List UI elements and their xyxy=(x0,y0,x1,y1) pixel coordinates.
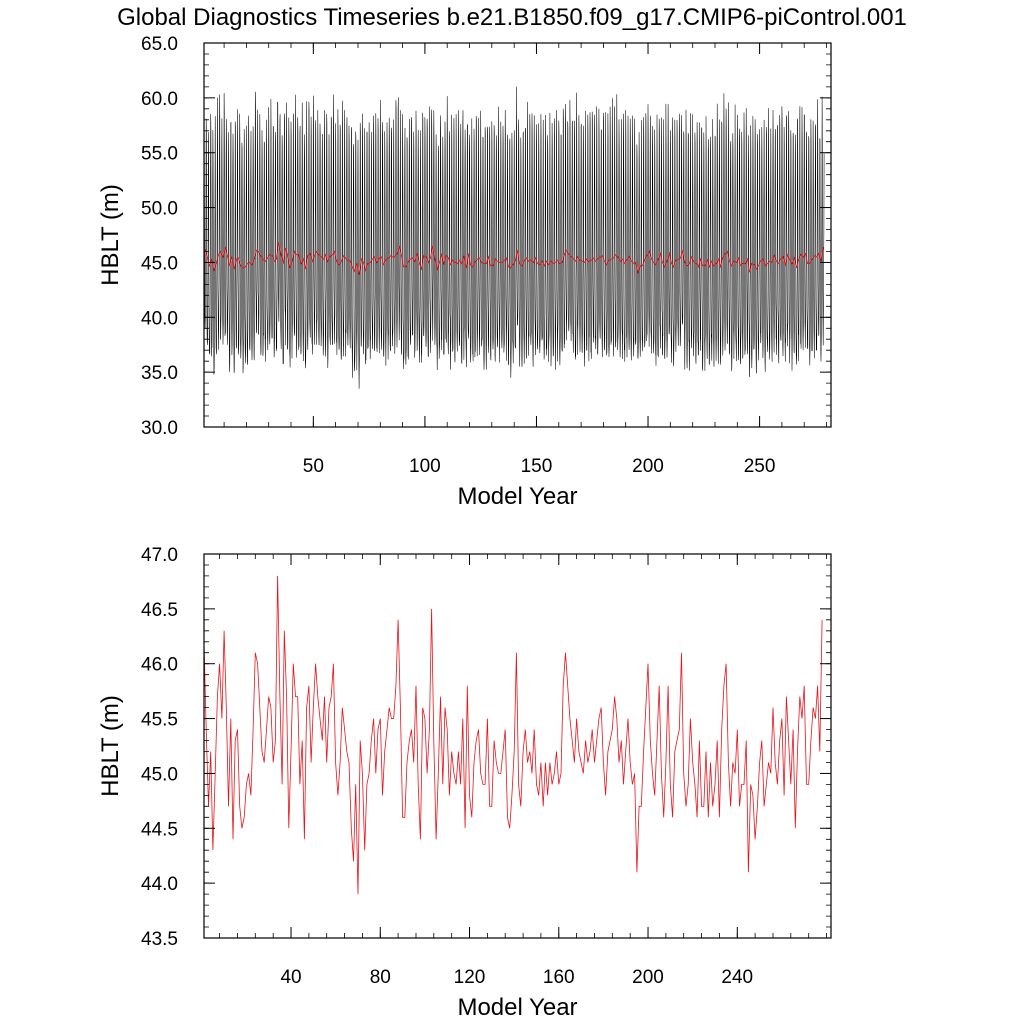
x-tick-label: 100 xyxy=(409,456,441,477)
y-tick-label: 60.0 xyxy=(141,89,178,110)
y-tick-label: 43.5 xyxy=(141,929,178,950)
y-tick-label: 65.0 xyxy=(141,34,178,55)
x-axis-label: Model Year xyxy=(457,483,577,510)
x-tick-label: 160 xyxy=(543,967,575,988)
x-tick-label: 80 xyxy=(370,967,391,988)
y-axis-label: HBLT (m) xyxy=(97,184,124,286)
y-tick-label: 35.0 xyxy=(141,363,178,384)
y-tick-label: 50.0 xyxy=(141,199,178,220)
y-minor-ticks xyxy=(204,553,831,939)
plot-frame xyxy=(203,42,832,428)
x-tick-label: 200 xyxy=(632,456,664,477)
y-tick-label: 47.0 xyxy=(141,545,178,566)
y-tick-label: 40.0 xyxy=(141,308,178,329)
y-tick-label: 55.0 xyxy=(141,144,178,165)
x-minor-ticks xyxy=(223,43,827,427)
bottom-panel: 43.5 44.0 44.5 45.0 45.5 46.0 46.5 47.0 40 80 120 1… xyxy=(97,545,832,1021)
y-tick-label: 44.5 xyxy=(141,819,178,840)
y-tick-label: 46.0 xyxy=(141,655,178,676)
x-tick-label: 50 xyxy=(303,456,324,477)
x-tick-label: 40 xyxy=(280,967,301,988)
y-tick-label: 45.0 xyxy=(141,253,178,274)
y-tick-label: 45.5 xyxy=(141,710,178,731)
figure-title: Global Diagnostics Timeseries b.e21.B185… xyxy=(117,4,907,31)
x-tick-label: 200 xyxy=(632,967,664,988)
x-axis-label: Model Year xyxy=(457,994,577,1021)
plot-frame xyxy=(203,553,832,939)
y-tick-label: 45.0 xyxy=(141,764,178,785)
y-tick-label: 44.0 xyxy=(141,874,178,895)
y-axis-label: HBLT (m) xyxy=(97,695,124,797)
x-tick-label: 150 xyxy=(521,456,553,477)
annual-series-line xyxy=(203,575,823,895)
annual-series-line xyxy=(204,242,824,275)
x-tick-label: 250 xyxy=(744,456,776,477)
x-tick-label: 120 xyxy=(454,967,486,988)
x-tick-label: 240 xyxy=(721,967,753,988)
y-tick-label: 30.0 xyxy=(141,418,178,439)
monthly-series-line xyxy=(203,86,825,389)
y-tick-label: 46.5 xyxy=(141,600,178,621)
top-panel: 30.0 35.0 40.0 45.0 50.0 55.0 60.0 65.0 50 100 150… xyxy=(97,34,832,510)
